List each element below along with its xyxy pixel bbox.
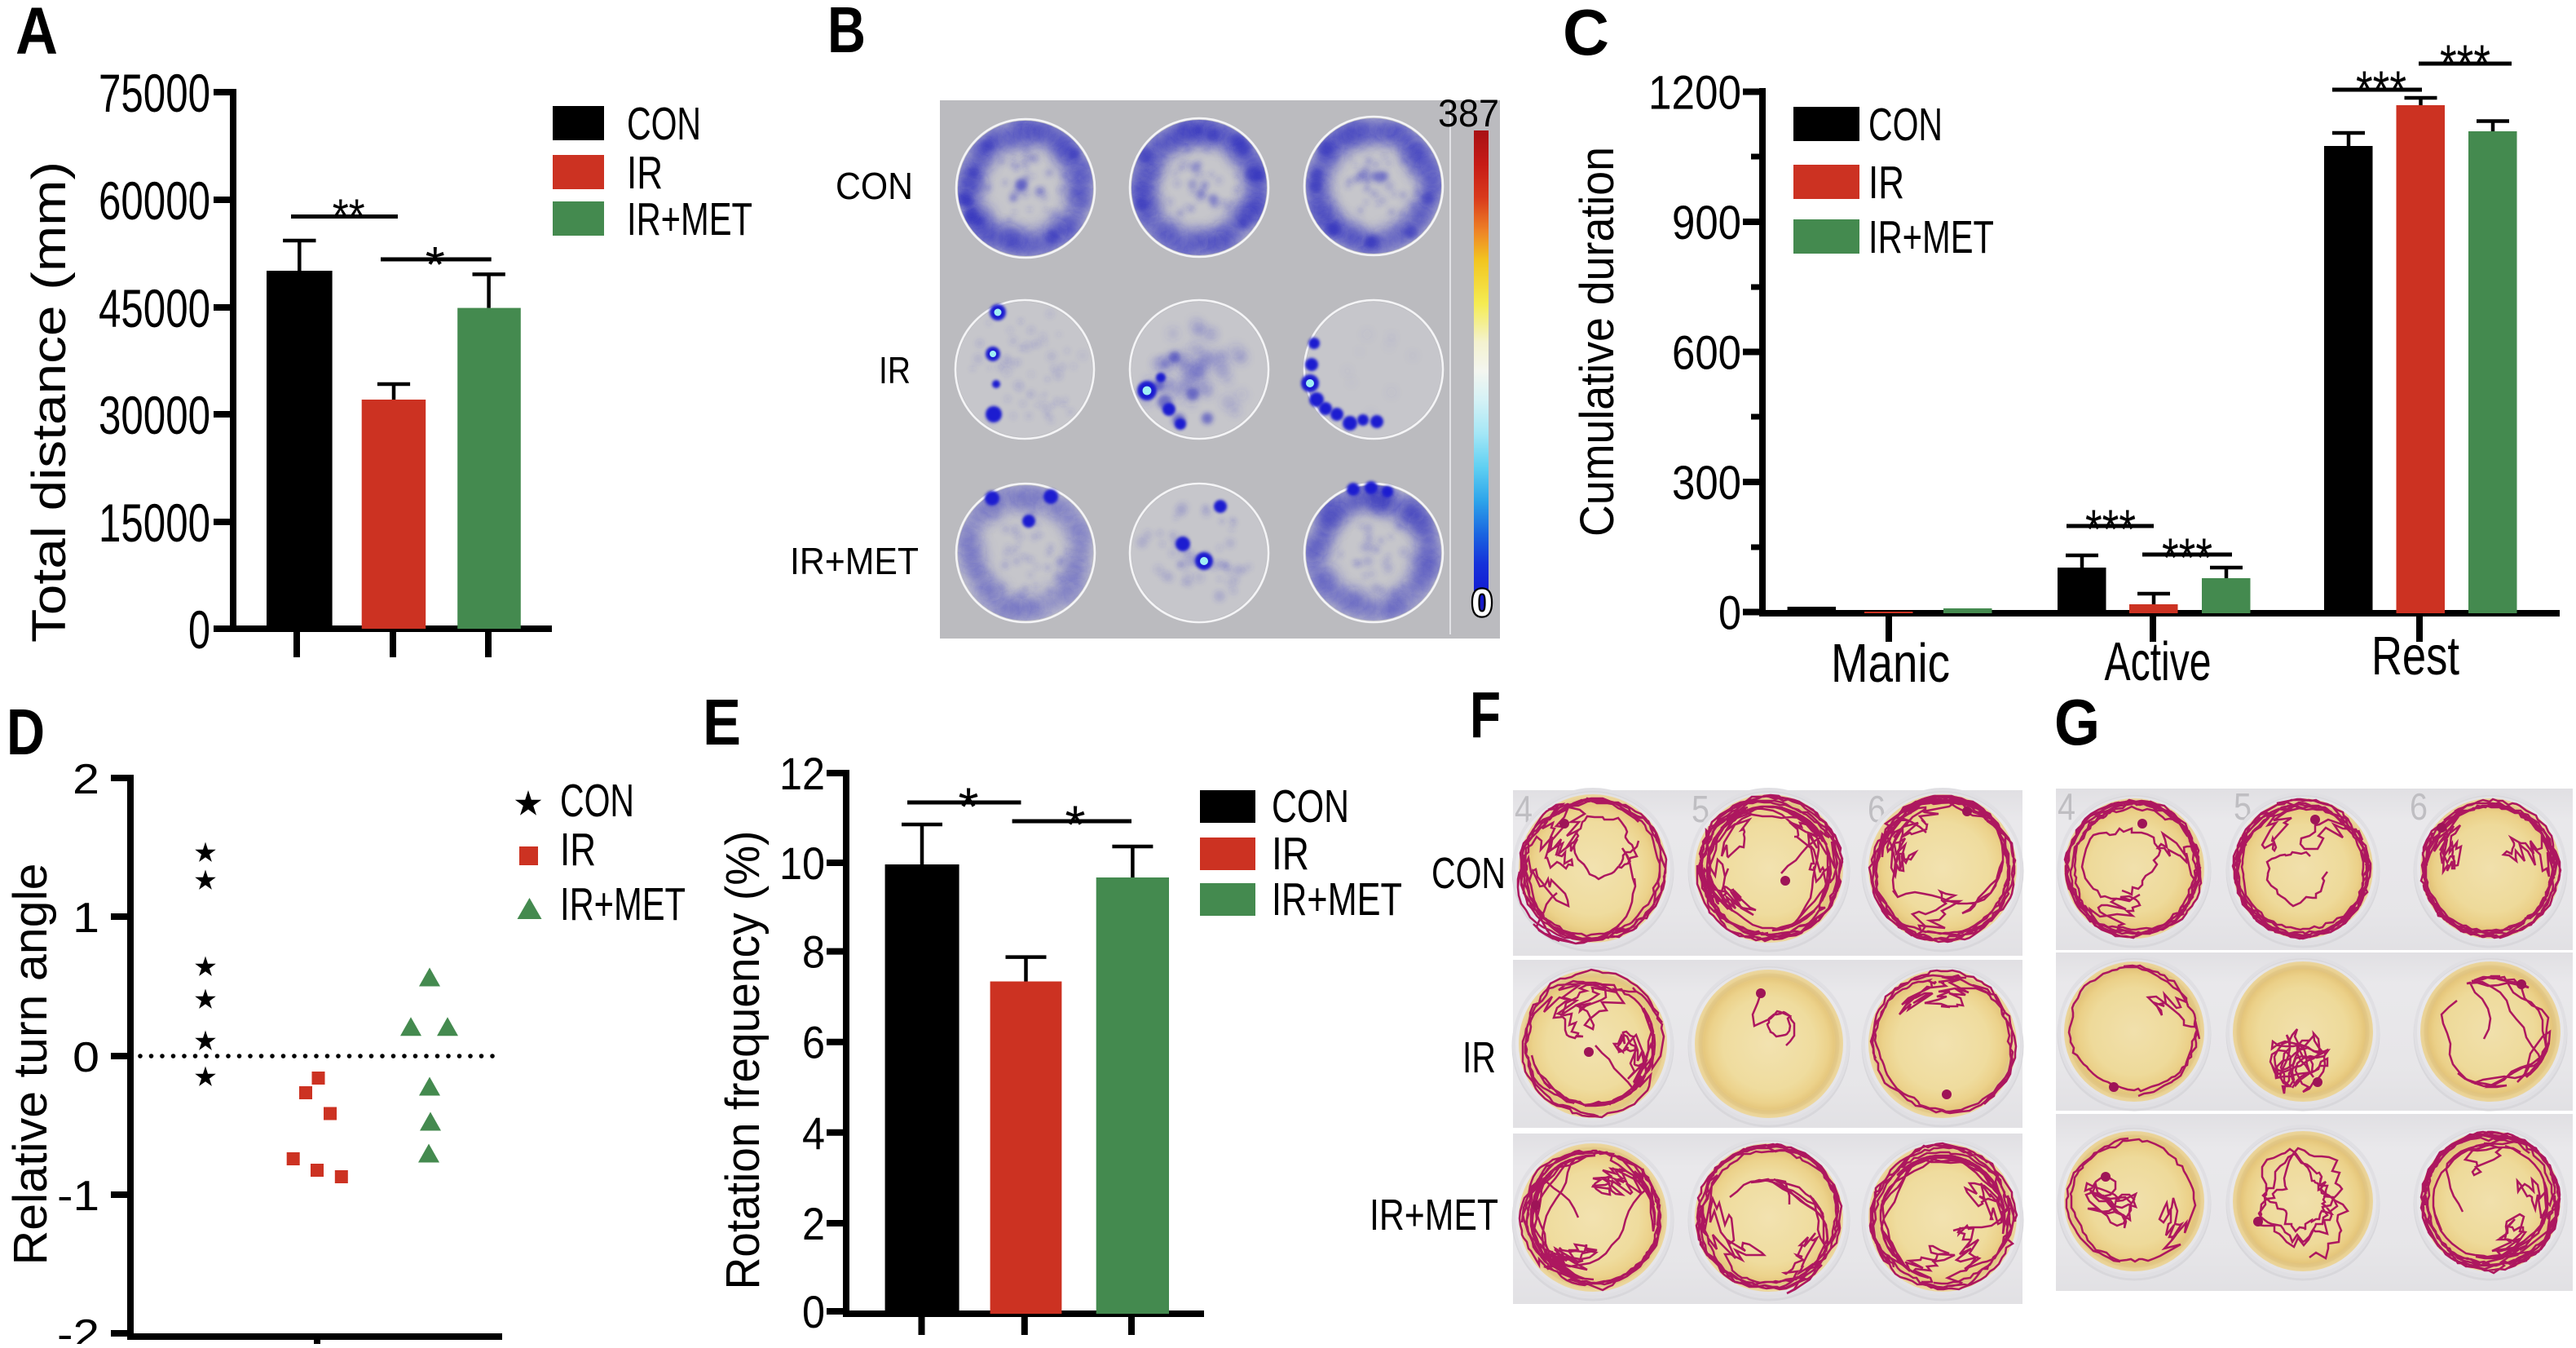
- svg-text:IR+MET: IR+MET: [1272, 873, 1402, 926]
- svg-text:***: ***: [2440, 33, 2490, 95]
- svg-text:C: C: [1563, 0, 1609, 69]
- svg-text:IR: IR: [1272, 828, 1309, 880]
- svg-text:CON: CON: [1431, 849, 1506, 898]
- svg-text:CON: CON: [836, 165, 913, 207]
- svg-text:CON: CON: [1868, 99, 1943, 151]
- svg-text:*: *: [1065, 794, 1086, 855]
- svg-text:Manic: Manic: [1831, 633, 1950, 694]
- svg-text:***: ***: [2162, 527, 2212, 589]
- svg-text:Cumulative duration: Cumulative duration: [1571, 147, 1624, 537]
- svg-text:600: 600: [1672, 327, 1741, 380]
- svg-text:B: B: [827, 0, 866, 66]
- svg-text:45000: 45000: [99, 278, 210, 338]
- svg-text:IR: IR: [1462, 1033, 1496, 1082]
- svg-text:IR+MET: IR+MET: [1868, 211, 1994, 263]
- svg-text:6: 6: [2410, 785, 2428, 828]
- svg-text:387: 387: [1438, 91, 1499, 135]
- svg-text:IR: IR: [1868, 157, 1904, 209]
- svg-text:IR: IR: [879, 349, 911, 391]
- svg-text:8: 8: [802, 926, 825, 978]
- svg-text:G: G: [2054, 686, 2100, 758]
- svg-text:15000: 15000: [99, 493, 210, 553]
- svg-text:Rest: Rest: [2371, 625, 2459, 687]
- svg-text:CON: CON: [560, 775, 634, 827]
- svg-text:Relative turn angle: Relative turn angle: [4, 864, 57, 1266]
- svg-text:10: 10: [779, 838, 825, 889]
- svg-text:A: A: [15, 0, 58, 69]
- svg-text:0: 0: [73, 1034, 99, 1081]
- svg-text:-2: -2: [57, 1311, 99, 1344]
- svg-text:F: F: [1470, 678, 1501, 751]
- svg-text:12: 12: [779, 748, 825, 799]
- svg-text:4: 4: [802, 1107, 825, 1159]
- svg-text:2: 2: [73, 756, 99, 803]
- svg-text:*: *: [959, 776, 979, 837]
- svg-text:0: 0: [802, 1286, 825, 1337]
- svg-text:Rotation frequency (%): Rotation frequency (%): [717, 831, 770, 1290]
- svg-text:IR: IR: [560, 824, 596, 876]
- svg-text:0: 0: [1471, 581, 1493, 624]
- svg-text:2: 2: [802, 1198, 825, 1249]
- svg-text:D: D: [7, 696, 45, 768]
- svg-text:0: 0: [1718, 587, 1741, 640]
- svg-text:1200: 1200: [1648, 67, 1741, 120]
- svg-text:30000: 30000: [99, 385, 210, 445]
- svg-text:CON: CON: [627, 98, 701, 150]
- svg-text:Active: Active: [2105, 631, 2212, 692]
- svg-text:IR+MET: IR+MET: [627, 193, 752, 245]
- svg-text:CON: CON: [1272, 780, 1349, 833]
- svg-text:IR+MET: IR+MET: [560, 878, 686, 930]
- svg-text:IR+MET: IR+MET: [1370, 1191, 1498, 1240]
- svg-text:1: 1: [73, 895, 99, 942]
- svg-text:IR+MET: IR+MET: [790, 540, 919, 582]
- svg-text:5: 5: [1692, 788, 1709, 830]
- svg-text:***: ***: [2085, 498, 2136, 560]
- svg-text:-1: -1: [57, 1173, 99, 1220]
- svg-text:0: 0: [188, 599, 210, 660]
- svg-text:4: 4: [2058, 785, 2075, 828]
- svg-text:60000: 60000: [99, 170, 210, 231]
- svg-text:**: **: [333, 190, 365, 243]
- svg-text:900: 900: [1672, 197, 1741, 250]
- svg-text:IR: IR: [627, 147, 663, 199]
- svg-text:300: 300: [1672, 457, 1741, 510]
- svg-text:75000: 75000: [99, 63, 210, 123]
- svg-text:*: *: [426, 237, 445, 294]
- svg-text:E: E: [703, 686, 741, 758]
- svg-text:***: ***: [2356, 60, 2406, 122]
- svg-text:6: 6: [802, 1017, 825, 1068]
- svg-text:Total distance (mm): Total distance (mm): [23, 161, 76, 643]
- svg-text:4: 4: [1515, 788, 1533, 830]
